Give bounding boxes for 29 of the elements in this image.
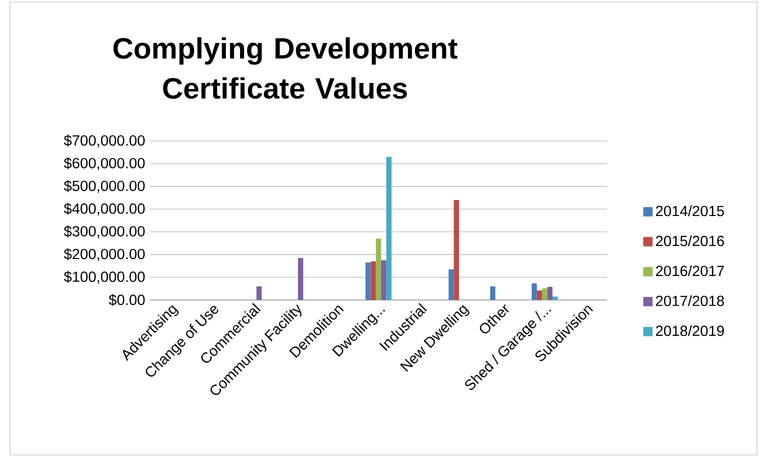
bar (454, 200, 459, 300)
bar (542, 288, 548, 300)
bar (298, 258, 304, 300)
y-tick-label: $700,000.00 (64, 134, 145, 148)
y-tick-label: $400,000.00 (64, 202, 145, 216)
bar (448, 269, 454, 300)
bar (552, 296, 558, 300)
y-tick-label: $300,000.00 (64, 225, 145, 238)
legend-label: 2017/2018 (656, 295, 724, 306)
bar (547, 286, 552, 300)
y-tick-label: $100,000.00 (64, 270, 145, 284)
y-tick-label: $600,000.00 (64, 157, 145, 170)
legend-label: 2018/2019 (656, 325, 724, 336)
bar (381, 260, 386, 300)
bar (376, 238, 382, 300)
bar (256, 286, 262, 300)
legend-label: 2016/2017 (656, 265, 724, 276)
chart-title: Complying Development Certificate Values (113, 37, 458, 99)
bar (386, 156, 392, 300)
y-tick-label: $200,000.00 (64, 248, 145, 261)
y-tick-label: $500,000.00 (64, 180, 145, 193)
bar (536, 290, 542, 300)
bar (370, 261, 376, 300)
legend-label: 2014/2015 (656, 205, 724, 216)
bar (490, 286, 496, 300)
y-tick-label: $0.00 (108, 294, 145, 306)
legend-label: 2015/2016 (656, 235, 724, 246)
bar (366, 262, 371, 300)
bar (532, 283, 537, 300)
